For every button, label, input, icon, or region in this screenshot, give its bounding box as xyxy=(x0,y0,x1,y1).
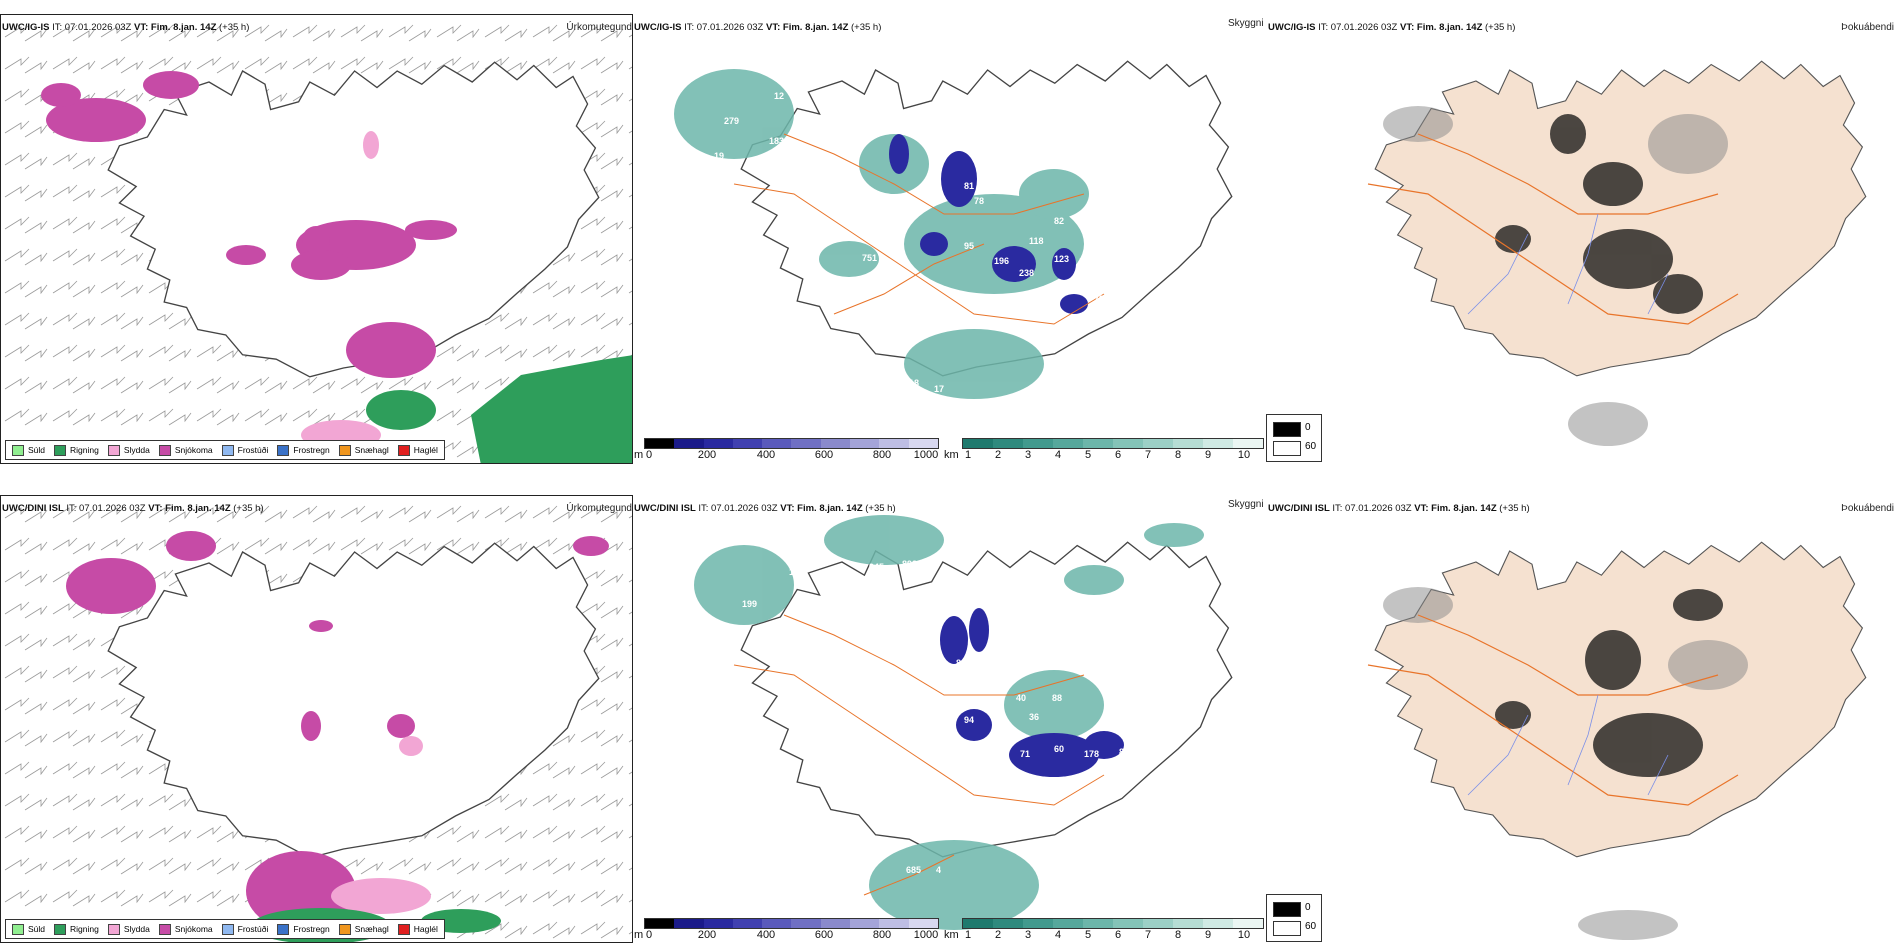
svg-text:81: 81 xyxy=(964,181,974,191)
swatch-icon xyxy=(221,923,234,935)
swatch-icon xyxy=(277,923,290,935)
svg-text:182: 182 xyxy=(789,567,804,577)
svg-text:218: 218 xyxy=(904,378,919,388)
fog-header-dini: UWC/DINI ISL IT: 07.01.2026 03Z VT: Fim.… xyxy=(1268,503,1530,514)
svg-text:4: 4 xyxy=(936,865,941,875)
svg-text:13: 13 xyxy=(892,240,902,250)
precip-legend-ig: Súld Rigning Slydda Snjókoma Frostúði Fr… xyxy=(5,440,445,460)
svg-text:893: 893 xyxy=(902,559,917,569)
precip-panel-ig: Súld Rigning Slydda Snjókoma Frostúði Fr… xyxy=(0,14,633,464)
svg-text:95: 95 xyxy=(964,241,974,251)
svg-text:17: 17 xyxy=(934,384,944,394)
fog-panel-ig xyxy=(1268,14,1900,464)
snow-areas xyxy=(41,71,457,378)
swatch-icon xyxy=(277,444,290,456)
fog-panel-dini xyxy=(1268,495,1900,943)
swatch-icon xyxy=(54,923,67,935)
svg-text:945: 945 xyxy=(869,562,884,572)
svg-text:45: 45 xyxy=(896,715,906,725)
svg-text:87: 87 xyxy=(1119,747,1129,757)
svg-text:12: 12 xyxy=(774,91,784,101)
cloud-header-ig: UWC/IG-IS IT: 07.01.2026 03Z VT: Fim. 8.… xyxy=(634,22,882,33)
fog-title-dini: Þokuábendi xyxy=(1841,503,1894,514)
svg-text:36: 36 xyxy=(1029,712,1039,722)
svg-text:751: 751 xyxy=(862,253,877,263)
ceiling-colorbar-ig: m 0 200 400 600 800 1000 xyxy=(634,436,940,464)
swatch-icon xyxy=(12,444,24,456)
swatch-icon xyxy=(397,444,410,456)
svg-text:60: 60 xyxy=(1054,744,1064,754)
cloud-header-dini: UWC/DINI ISL IT: 07.01.2026 03Z VT: Fim.… xyxy=(634,503,896,514)
precip-header-dini: UWC/DINI ISL IT: 07.01.2026 03Z VT: Fim.… xyxy=(2,503,264,514)
swatch-icon xyxy=(338,444,351,456)
precip-map-ig xyxy=(1,15,632,463)
svg-text:40: 40 xyxy=(1016,693,1026,703)
cloud-labels-ig: 279 12 64 183 19 81 78 78 82 95 196 238 … xyxy=(714,91,1122,432)
svg-text:78: 78 xyxy=(994,169,1004,179)
svg-text:71: 71 xyxy=(1020,749,1030,759)
visibility-colorbar-dini: km 1 2 3 4 5 6 7 8 9 10 xyxy=(944,916,1266,944)
svg-text:45: 45 xyxy=(1059,326,1069,336)
cloud-panel-ig: 279 12 64 183 19 81 78 78 82 95 196 238 … xyxy=(634,14,1264,464)
svg-text:124: 124 xyxy=(992,652,1007,662)
svg-text:118: 118 xyxy=(1029,236,1044,246)
svg-text:122: 122 xyxy=(1029,393,1044,403)
svg-text:123: 123 xyxy=(1054,254,1069,264)
svg-text:238: 238 xyxy=(1019,268,1034,278)
swatch-icon xyxy=(158,444,171,456)
precip-title-ig: Úrkomutegund xyxy=(566,22,632,33)
svg-text:134: 134 xyxy=(1079,256,1094,266)
precip-title-dini: Úrkomutegund xyxy=(566,503,632,514)
precip-panel-dini: Súld Rigning Slydda Snjókoma Frostúði Fr… xyxy=(0,495,633,943)
svg-text:64: 64 xyxy=(809,114,819,124)
svg-text:79: 79 xyxy=(1094,294,1104,304)
swatch-icon xyxy=(54,444,67,456)
cloud-panel-dini: 182 945 893 199 83 124 40 88 36 94 71 60… xyxy=(634,495,1264,943)
swatch-icon xyxy=(397,923,410,935)
precip-map-dini xyxy=(1,496,632,942)
fog-legend-ig: 0 60 xyxy=(1266,414,1322,462)
swatch-icon xyxy=(12,923,24,935)
cloud-title-dini: Skyggni xyxy=(1228,499,1264,510)
svg-text:279: 279 xyxy=(724,116,739,126)
precip-legend-dini: Súld Rigning Slydda Snjókoma Frostúði Fr… xyxy=(5,919,445,939)
swatch-icon xyxy=(158,923,171,935)
ceiling-colorbar-dini: m 0 200 400 600 800 1000 xyxy=(634,916,940,944)
svg-text:82: 82 xyxy=(1054,216,1064,226)
svg-text:685: 685 xyxy=(906,865,921,875)
visibility-colorbar-ig: km 1 2 3 4 5 6 7 8 9 10 xyxy=(944,436,1266,464)
svg-text:199: 199 xyxy=(742,599,757,609)
swatch-icon xyxy=(338,923,351,935)
fog-map-dini xyxy=(1367,541,1867,940)
svg-text:183: 183 xyxy=(769,136,784,146)
svg-text:196: 196 xyxy=(994,256,1009,266)
svg-text:78: 78 xyxy=(974,196,984,206)
swatch-icon xyxy=(221,444,234,456)
cloud-labels-dini: 182 945 893 199 83 124 40 88 36 94 71 60… xyxy=(742,559,1129,875)
svg-text:178: 178 xyxy=(1084,749,1099,759)
fog-header-ig: UWC/IG-IS IT: 07.01.2026 03Z VT: Fim. 8.… xyxy=(1268,22,1516,33)
svg-text:83: 83 xyxy=(956,658,966,668)
fog-legend-dini: 0 60 xyxy=(1266,894,1322,942)
fog-map-ig xyxy=(1367,60,1867,446)
svg-text:88: 88 xyxy=(1052,693,1062,703)
cloud-map-ig xyxy=(674,60,1233,399)
swatch-icon xyxy=(107,923,120,935)
svg-text:19: 19 xyxy=(714,151,724,161)
cloud-title-ig: Skyggni xyxy=(1228,18,1264,29)
svg-text:94: 94 xyxy=(1112,268,1122,278)
fog-title-ig: Þokuábendi xyxy=(1841,22,1894,33)
precip-header-ig: UWC/IG-IS IT: 07.01.2026 03Z VT: Fim. 8.… xyxy=(2,22,250,33)
swatch-icon xyxy=(107,444,120,456)
svg-text:119: 119 xyxy=(1104,241,1119,251)
cloud-map-dini xyxy=(694,515,1233,930)
svg-text:118: 118 xyxy=(1027,422,1042,432)
rain-areas xyxy=(366,355,632,463)
svg-text:94: 94 xyxy=(964,715,974,725)
